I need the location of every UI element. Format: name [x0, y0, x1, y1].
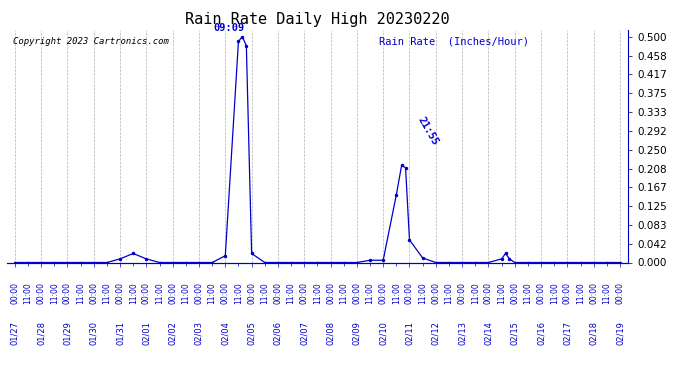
- Text: 11:00: 11:00: [550, 282, 559, 304]
- Text: 00:00: 00:00: [405, 282, 414, 304]
- Text: 01/29: 01/29: [63, 321, 72, 345]
- Text: 00:00: 00:00: [273, 282, 282, 304]
- Text: 11:00: 11:00: [50, 282, 59, 304]
- Text: 00:00: 00:00: [431, 282, 440, 304]
- Text: 00:00: 00:00: [247, 282, 256, 304]
- Text: 02/10: 02/10: [379, 321, 388, 345]
- Text: 02/03: 02/03: [195, 321, 204, 345]
- Text: 00:00: 00:00: [89, 282, 98, 304]
- Text: 02/15: 02/15: [510, 321, 520, 345]
- Text: 02/08: 02/08: [326, 321, 335, 345]
- Text: 00:00: 00:00: [537, 282, 546, 304]
- Text: 02/01: 02/01: [142, 321, 151, 345]
- Text: 11:00: 11:00: [181, 282, 190, 304]
- Text: 00:00: 00:00: [326, 282, 335, 304]
- Text: 02/04: 02/04: [221, 321, 230, 345]
- Text: 00:00: 00:00: [115, 282, 125, 304]
- Text: 02/11: 02/11: [405, 321, 414, 345]
- Text: 11:00: 11:00: [260, 282, 269, 304]
- Text: Copyright 2023 Cartronics.com: Copyright 2023 Cartronics.com: [13, 37, 169, 46]
- Text: 00:00: 00:00: [510, 282, 520, 304]
- Text: 02/14: 02/14: [484, 321, 493, 345]
- Text: 02/19: 02/19: [615, 321, 624, 345]
- Title: Rain Rate Daily High 20230220: Rain Rate Daily High 20230220: [185, 12, 450, 27]
- Text: 11:00: 11:00: [76, 282, 85, 304]
- Text: 00:00: 00:00: [10, 282, 19, 304]
- Text: 00:00: 00:00: [484, 282, 493, 304]
- Text: 00:00: 00:00: [615, 282, 624, 304]
- Text: 00:00: 00:00: [168, 282, 177, 304]
- Text: 00:00: 00:00: [63, 282, 72, 304]
- Text: 11:00: 11:00: [471, 282, 480, 304]
- Text: Rain Rate  (Inches/Hour): Rain Rate (Inches/Hour): [380, 37, 529, 47]
- Text: 11:00: 11:00: [418, 282, 427, 304]
- Text: 02/05: 02/05: [247, 321, 256, 345]
- Text: 11:00: 11:00: [339, 282, 348, 304]
- Text: 02/07: 02/07: [299, 321, 308, 345]
- Text: 00:00: 00:00: [353, 282, 362, 304]
- Text: 00:00: 00:00: [563, 282, 572, 304]
- Text: 02/18: 02/18: [589, 321, 598, 345]
- Text: 11:00: 11:00: [23, 282, 32, 304]
- Text: 01/28: 01/28: [37, 321, 46, 345]
- Text: 11:00: 11:00: [208, 282, 217, 304]
- Text: 00:00: 00:00: [589, 282, 598, 304]
- Text: 00:00: 00:00: [379, 282, 388, 304]
- Text: 02/09: 02/09: [353, 321, 362, 345]
- Text: 00:00: 00:00: [195, 282, 204, 304]
- Text: 01/31: 01/31: [115, 321, 125, 345]
- Text: 11:00: 11:00: [366, 282, 375, 304]
- Text: 00:00: 00:00: [37, 282, 46, 304]
- Text: 02/17: 02/17: [563, 321, 572, 345]
- Text: 11:00: 11:00: [102, 282, 111, 304]
- Text: 11:00: 11:00: [602, 282, 611, 304]
- Text: 11:00: 11:00: [155, 282, 164, 304]
- Text: 02/02: 02/02: [168, 321, 177, 345]
- Text: 02/12: 02/12: [431, 321, 440, 345]
- Text: 11:00: 11:00: [444, 282, 453, 304]
- Text: 11:00: 11:00: [392, 282, 401, 304]
- Text: 11:00: 11:00: [524, 282, 533, 304]
- Text: 11:00: 11:00: [129, 282, 138, 304]
- Text: 00:00: 00:00: [142, 282, 151, 304]
- Text: 01/27: 01/27: [10, 321, 19, 345]
- Text: 09:09: 09:09: [214, 23, 245, 33]
- Text: 11:00: 11:00: [286, 282, 295, 304]
- Text: 11:00: 11:00: [313, 282, 322, 304]
- Text: 11:00: 11:00: [576, 282, 585, 304]
- Text: 21:55: 21:55: [416, 116, 440, 147]
- Text: 00:00: 00:00: [221, 282, 230, 304]
- Text: 02/16: 02/16: [537, 321, 546, 345]
- Text: 00:00: 00:00: [299, 282, 308, 304]
- Text: 02/13: 02/13: [457, 321, 466, 345]
- Text: 11:00: 11:00: [497, 282, 506, 304]
- Text: 00:00: 00:00: [457, 282, 466, 304]
- Text: 11:00: 11:00: [234, 282, 243, 304]
- Text: 02/06: 02/06: [273, 321, 282, 345]
- Text: 01/30: 01/30: [89, 321, 98, 345]
